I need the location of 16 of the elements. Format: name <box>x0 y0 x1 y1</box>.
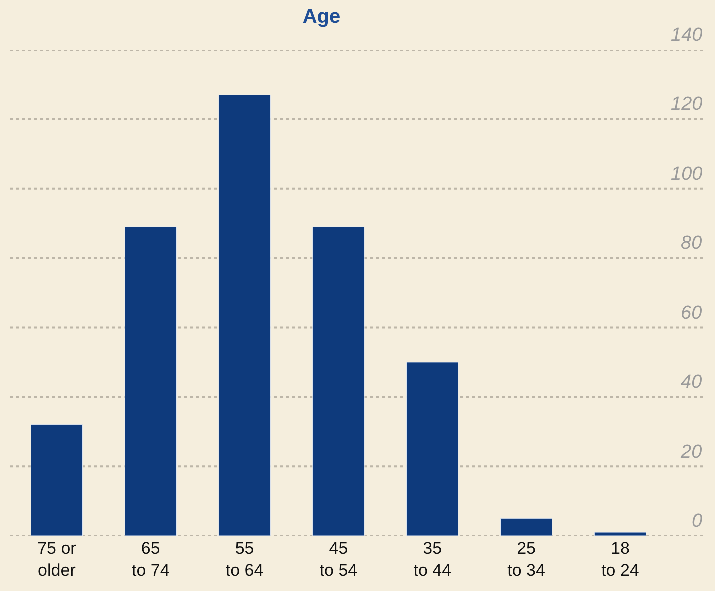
y-tick-label: 120 <box>671 94 704 115</box>
y-tick-label: 40 <box>681 372 703 393</box>
y-tick-label: 60 <box>681 303 703 324</box>
x-tick-label: 45 to 54 <box>320 539 358 580</box>
y-tick-label: 80 <box>681 233 703 254</box>
y-tick-label: 20 <box>680 442 703 463</box>
x-tick-label: 65 to 74 <box>132 539 170 580</box>
chart-title: Age <box>302 6 341 28</box>
y-tick-label: 0 <box>692 511 703 532</box>
x-tick-label: 55 to 64 <box>226 539 264 580</box>
x-tick-label: 35 to 44 <box>414 539 452 580</box>
x-tick-label: 18 to 24 <box>602 539 640 580</box>
x-tick-label: 25 to 34 <box>508 539 546 580</box>
y-tick-label: 140 <box>671 25 704 46</box>
y-tick-label: 100 <box>671 164 704 185</box>
x-tick-label: 75 or older <box>38 539 77 580</box>
